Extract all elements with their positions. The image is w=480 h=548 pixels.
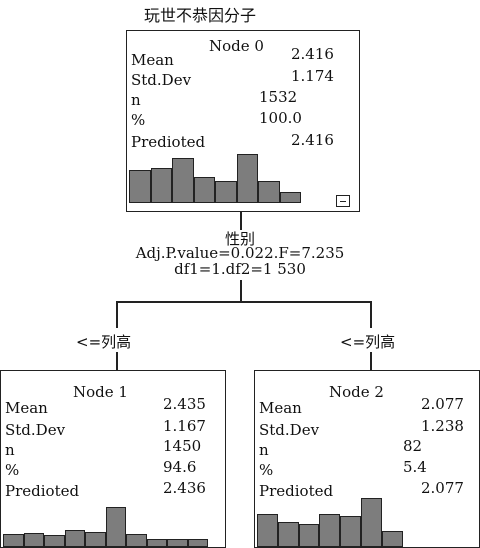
root-caption: 玩世不恭因分子: [144, 6, 257, 25]
node-title: Node 1: [73, 383, 128, 401]
histogram-bar: [187, 539, 208, 547]
node-histogram: [129, 151, 359, 203]
histogram-bar: [44, 535, 65, 547]
branch-label-left: <=列高: [76, 333, 132, 351]
stat-label-mean: Mean: [5, 399, 48, 417]
histogram-bar: [361, 498, 382, 547]
stat-value-percent: 5.4: [403, 458, 427, 476]
node-2[interactable]: Node 2 Mean Std.Dev n % Predioted 2.077 …: [254, 370, 480, 548]
connector-left-drop-2: [116, 352, 118, 370]
histogram-bar: [257, 514, 278, 547]
histogram-bar: [277, 522, 299, 547]
stat-value-std-dev: 1.174: [291, 67, 334, 85]
stat-label-n: n: [259, 441, 269, 459]
connector-split-down: [240, 280, 242, 302]
node-1[interactable]: Node 1 Mean Std.Dev n % Predioted 2.435 …: [0, 370, 226, 548]
stat-label-std-dev: Std.Dev: [5, 421, 66, 439]
split-stats-line-2: df1=1.df2=1 530: [174, 260, 306, 278]
stat-value-predicted: 2.077: [421, 479, 464, 497]
node-histogram: [257, 495, 479, 547]
histogram-bar: [146, 539, 167, 547]
histogram-bar: [64, 530, 85, 547]
histogram-bar: [105, 507, 126, 547]
histogram-bar: [381, 531, 403, 547]
histogram-bar: [3, 534, 24, 547]
connector-right-drop-2: [370, 352, 372, 370]
histogram-bar: [258, 181, 280, 203]
split-stats-line-1: Adj.P.value=0.022.F=7.235: [135, 244, 345, 262]
stat-value-mean: 2.077: [421, 395, 464, 413]
connector-left-drop-1: [116, 301, 118, 328]
histogram-bar: [23, 533, 44, 547]
histogram-bar: [167, 539, 188, 547]
collapse-toggle-icon[interactable]: [336, 195, 350, 207]
histogram-bar: [236, 154, 258, 203]
stat-label-mean: Mean: [259, 399, 302, 417]
stat-value-n: 1450: [163, 437, 202, 455]
stat-value-predicted: 2.416: [291, 131, 334, 149]
histogram-bar: [150, 168, 172, 203]
histogram-bar: [172, 158, 194, 203]
stat-label-std-dev: Std.Dev: [131, 71, 192, 89]
stat-label-mean: Mean: [131, 51, 174, 69]
stat-label-std-dev: Std.Dev: [259, 421, 320, 439]
histogram-bar: [129, 170, 151, 203]
stat-value-percent: 100.0: [259, 109, 302, 127]
stat-label-n: n: [5, 441, 15, 459]
histogram-bar: [85, 532, 106, 547]
stat-label-percent: %: [259, 461, 274, 479]
node-histogram: [3, 499, 225, 547]
stat-label-n: n: [131, 91, 141, 109]
node-title: Node 0: [209, 37, 264, 55]
split-variable: 性别: [224, 230, 255, 248]
connector-horizontal: [116, 301, 371, 303]
node-title: Node 2: [329, 383, 384, 401]
histogram-bar: [193, 177, 215, 203]
connector-right-drop-1: [370, 301, 372, 328]
stat-label-predicted: Predioted: [5, 482, 80, 500]
branch-label-right: <=列高: [340, 333, 396, 351]
histogram-bar: [126, 534, 147, 547]
stat-value-mean: 2.416: [291, 45, 334, 63]
stat-label-percent: %: [5, 461, 20, 479]
histogram-bar: [298, 524, 320, 547]
stat-label-percent: %: [131, 111, 146, 129]
stat-label-predicted: Predioted: [131, 133, 206, 151]
stat-value-predicted: 2.436: [163, 479, 206, 497]
stat-value-std-dev: 1.238: [421, 417, 464, 435]
stat-value-percent: 94.6: [163, 458, 197, 476]
histogram-bar: [279, 192, 301, 203]
stat-value-n: 1532: [259, 88, 298, 106]
stat-value-std-dev: 1.167: [163, 417, 206, 435]
node-0[interactable]: Node 0 Mean Std.Dev n % Predioted 2.416 …: [126, 30, 360, 212]
stat-value-n: 82: [403, 437, 423, 455]
histogram-bar: [319, 514, 341, 547]
histogram-bar: [215, 181, 237, 203]
stat-label-predicted: Predioted: [259, 482, 334, 500]
stat-value-mean: 2.435: [163, 395, 206, 413]
connector-root-down: [240, 212, 242, 230]
histogram-bar: [340, 516, 361, 547]
